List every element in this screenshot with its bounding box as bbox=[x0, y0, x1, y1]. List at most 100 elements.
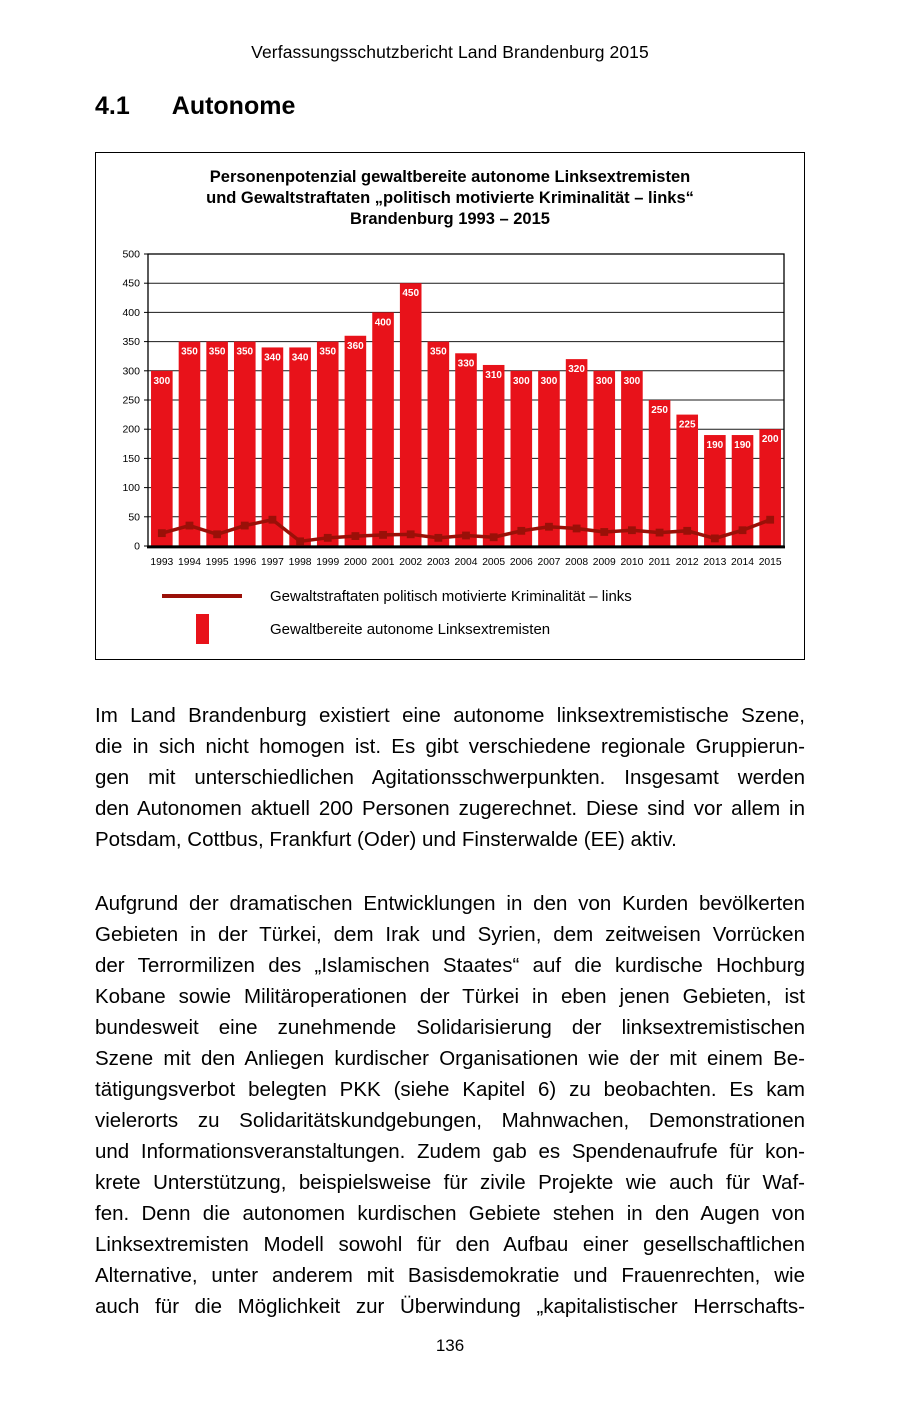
x-tick-label: 1999 bbox=[316, 557, 339, 568]
x-tick-label: 2014 bbox=[731, 557, 754, 568]
y-tick-label: 50 bbox=[128, 511, 140, 523]
chart-title-line-2: und Gewaltstraftaten „politisch motivier… bbox=[206, 189, 694, 207]
line-marker bbox=[157, 529, 166, 538]
chart-figure: Personenpotenzial gewaltbereite autonome… bbox=[95, 152, 805, 660]
legend-bar-icon bbox=[195, 614, 209, 644]
bar-1993 bbox=[151, 370, 173, 546]
bar-1996 bbox=[233, 341, 256, 546]
line-marker bbox=[600, 528, 609, 536]
text-line: fen. Denn die autonomen kurdischen Gebie… bbox=[95, 1202, 805, 1225]
section-title: Autonome bbox=[171, 92, 296, 120]
section-number: 4.1 bbox=[95, 92, 130, 120]
bar-2013 bbox=[704, 435, 726, 546]
text-line: den Autonomen aktuell 200 Personen zuger… bbox=[95, 797, 805, 820]
y-tick-label: 400 bbox=[122, 307, 140, 319]
y-tick-label: 200 bbox=[122, 424, 140, 436]
bar-value-label: 300 bbox=[513, 376, 530, 387]
text-line: und Informationsveranstaltungen. Zudem g… bbox=[95, 1140, 805, 1163]
bar-2008 bbox=[565, 359, 588, 546]
bar-value-label: 300 bbox=[624, 376, 641, 387]
bar-value-label: 340 bbox=[292, 352, 309, 363]
text-line: tätigungsverbot belegten PKK (siehe Kapi… bbox=[95, 1078, 805, 1101]
line-marker bbox=[323, 533, 332, 542]
y-tick-label: 100 bbox=[122, 482, 140, 494]
bar-2003 bbox=[427, 341, 450, 546]
line-marker bbox=[489, 533, 498, 542]
text-line: Gebieten in der Türkei, dem Irak und Syr… bbox=[95, 923, 805, 946]
line-series-symbol bbox=[162, 594, 242, 598]
section-heading: 4.1 Autonome bbox=[95, 92, 295, 121]
bar-1998 bbox=[289, 347, 311, 546]
bar-value-label: 300 bbox=[153, 376, 170, 387]
line-marker bbox=[240, 521, 249, 530]
bar-value-label: 310 bbox=[485, 370, 502, 381]
line-marker bbox=[434, 533, 443, 542]
y-tick-label: 150 bbox=[122, 453, 140, 465]
chart-title-line-1: Personenpotenzial gewaltbereite autonome… bbox=[209, 168, 691, 186]
y-tick-label: 450 bbox=[122, 278, 140, 290]
line-marker bbox=[296, 537, 304, 546]
bar-value-label: 350 bbox=[181, 347, 198, 358]
line-marker bbox=[351, 532, 360, 540]
text-line: krete Unterstützung, beispielsweise für … bbox=[95, 1171, 805, 1194]
bar-value-label: 360 bbox=[347, 341, 364, 352]
bar-value-label: 450 bbox=[402, 288, 419, 299]
text-line: bundesweit eine zunehmende Solidarisieru… bbox=[95, 1016, 805, 1039]
x-tick-label: 2010 bbox=[620, 557, 643, 568]
bar-value-label: 400 bbox=[375, 317, 392, 328]
bar-2007 bbox=[538, 370, 560, 546]
bar-2012 bbox=[676, 414, 699, 546]
x-tick-label: 2011 bbox=[648, 557, 670, 568]
line-marker bbox=[185, 521, 194, 530]
bar-value-label: 320 bbox=[568, 364, 585, 375]
chart-title: Personenpotenzial gewaltbereite autonome… bbox=[96, 167, 804, 230]
x-tick-label: 2009 bbox=[593, 557, 616, 568]
page-number: 136 bbox=[435, 1336, 465, 1355]
x-tick-label: 2015 bbox=[759, 557, 782, 568]
bar-2009 bbox=[593, 370, 616, 546]
legend-label-line: Gewaltstraftaten politisch motivierte Kr… bbox=[270, 587, 632, 605]
line-marker bbox=[268, 515, 277, 524]
x-tick-label: 2004 bbox=[455, 557, 478, 568]
chart-title-line-3: Brandenburg 1993 – 2015 bbox=[350, 210, 550, 228]
bar-value-label: 190 bbox=[707, 440, 724, 451]
x-tick-label: 1996 bbox=[233, 557, 256, 568]
x-tick-label: 2005 bbox=[482, 557, 505, 568]
x-tick-label: 1993 bbox=[150, 557, 173, 568]
line-marker bbox=[213, 530, 222, 539]
paragraph-1: Im Land Brandenburg existiert eine auton… bbox=[95, 700, 805, 855]
bar-1994 bbox=[178, 341, 201, 546]
line-marker bbox=[517, 526, 526, 535]
paragraph-2: Aufgrund der dramatischen Entwicklungen … bbox=[95, 888, 805, 1322]
line-marker bbox=[655, 528, 664, 537]
y-tick-label: 500 bbox=[122, 249, 140, 261]
document-header: Verfassungsschutzbericht Land Brandenbur… bbox=[251, 42, 649, 62]
line-marker bbox=[683, 526, 692, 535]
line-marker bbox=[545, 522, 553, 531]
y-tick-label: 0 bbox=[134, 541, 140, 553]
bar-2005 bbox=[482, 364, 505, 546]
line-marker bbox=[738, 526, 747, 535]
y-tick-label: 300 bbox=[122, 365, 140, 377]
bar-value-label: 190 bbox=[734, 440, 751, 451]
x-tick-label: 1995 bbox=[206, 557, 229, 568]
bar-value-label: 350 bbox=[430, 347, 447, 358]
line-marker bbox=[628, 526, 636, 535]
bar-value-label: 350 bbox=[319, 347, 336, 358]
legend-label-bar: Gewaltbereite autonome Linksextremisten bbox=[270, 620, 551, 638]
line-marker bbox=[766, 515, 775, 524]
text-line: Potsdam, Cottbus, Frankfurt (Oder) und F… bbox=[95, 828, 677, 851]
line-marker bbox=[462, 531, 470, 540]
text-line: Aufgrund der dramatischen Entwicklungen … bbox=[95, 892, 805, 915]
bar-value-label: 340 bbox=[264, 352, 281, 363]
y-tick-label: 350 bbox=[122, 336, 140, 348]
bar-2010 bbox=[621, 370, 643, 546]
bar-value-label: 330 bbox=[458, 358, 475, 369]
x-tick-label: 2001 bbox=[372, 557, 395, 568]
bar-value-label: 300 bbox=[541, 376, 558, 387]
text-line: gen mit unterschiedlichen Agitationsschw… bbox=[95, 766, 805, 789]
text-line: Linksextremisten Modell sowohl für den A… bbox=[95, 1233, 805, 1256]
text-line: Alternative, unter anderem mit Basisdemo… bbox=[95, 1264, 805, 1287]
line-marker bbox=[379, 531, 387, 539]
bar-2006 bbox=[510, 370, 533, 546]
